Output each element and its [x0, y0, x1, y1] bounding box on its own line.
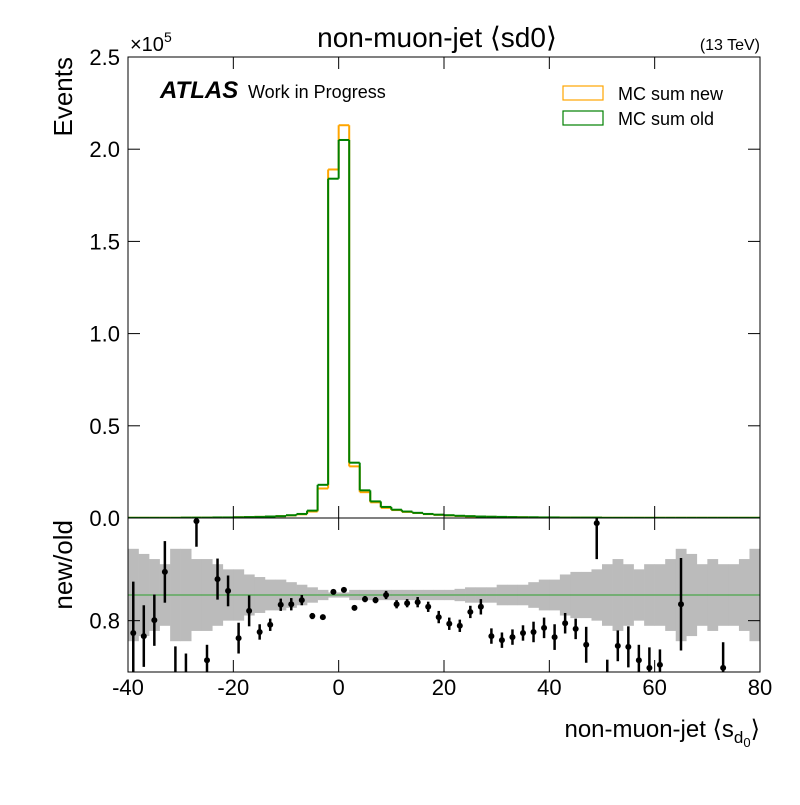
ratio-point — [267, 621, 274, 628]
ratio-point — [183, 676, 189, 682]
ratio-point — [288, 601, 295, 608]
scale-exponent: 5 — [164, 29, 172, 45]
ratio-point — [562, 620, 569, 627]
ratio-point — [456, 622, 463, 629]
ratio-point — [214, 576, 221, 583]
ratio-point — [625, 643, 632, 650]
y-tick-label: 2.0 — [89, 137, 120, 162]
ratio-point — [140, 633, 147, 640]
x-axis-label-subsub: 0 — [743, 735, 750, 750]
x-axis-label-main: non-muon-jet ⟨s — [564, 716, 733, 743]
ratio-point — [372, 597, 379, 604]
ratio-point — [477, 603, 484, 610]
legend-swatch — [562, 110, 604, 126]
y-tick-label: 0.0 — [89, 506, 120, 531]
ratio-point — [551, 634, 558, 641]
y-axis-label: Events — [48, 57, 78, 137]
ratio-point — [593, 520, 600, 527]
ratio-point — [225, 587, 232, 594]
y-tick-label: 1.5 — [89, 229, 120, 254]
ratio-point — [509, 634, 516, 641]
x-axis-label-end: ⟩ — [751, 716, 760, 743]
ratio-point — [277, 601, 284, 608]
x-axis-label-sub: d — [734, 728, 743, 747]
ratio-point — [404, 600, 411, 607]
ratio-point — [572, 625, 579, 632]
x-axis-label: non-muon-jet ⟨sd0⟩ — [564, 716, 760, 750]
energy-label: (13 TeV) — [700, 37, 760, 54]
ratio-frame — [127, 517, 761, 673]
x-tick-label: 20 — [432, 675, 456, 700]
ratio-point — [583, 641, 590, 648]
ratio-point — [235, 635, 242, 642]
ratio-y-axis-label: new/old — [48, 520, 78, 610]
ratio-point — [151, 617, 158, 624]
ratio-point — [656, 661, 663, 668]
ratio-plot — [128, 518, 760, 696]
scale-prefix: ×10 — [130, 34, 164, 56]
ratio-point — [530, 628, 537, 635]
y-tick-label: 0.5 — [89, 414, 120, 439]
x-tick-label: -40 — [112, 675, 144, 700]
ratio-point — [309, 613, 316, 620]
ratio-point — [383, 592, 390, 598]
x-tick-label: -20 — [217, 675, 249, 700]
ratio-point — [330, 588, 337, 595]
ratio-point — [467, 608, 474, 615]
ratio-point — [520, 629, 526, 636]
y-tick-label: 0.8 — [89, 609, 120, 634]
ratio-point — [635, 657, 642, 664]
ratio-point — [614, 642, 621, 649]
ratio-point — [351, 604, 358, 611]
ratio-point — [646, 664, 653, 671]
ratio-point — [319, 614, 326, 621]
y-tick-label: 1.0 — [89, 322, 120, 347]
ratio-point — [246, 607, 253, 614]
ratio-point — [193, 518, 200, 525]
x-tick-label: 0 — [333, 675, 345, 700]
ratio-point — [541, 624, 548, 631]
ratio-point — [435, 614, 442, 621]
ratio-point — [446, 620, 453, 627]
main-plot — [128, 124, 760, 518]
ratio-point — [393, 601, 400, 608]
ratio-point — [414, 599, 421, 606]
ratio-point — [488, 633, 495, 640]
x-tick-label: 60 — [642, 675, 666, 700]
chart-title: non-muon-jet ⟨sd0⟩ — [317, 22, 557, 53]
status-label: Work in Progress — [248, 82, 386, 102]
ratio-point — [362, 596, 368, 603]
scale-label: ×105 — [130, 29, 172, 56]
x-tick-label: 80 — [748, 675, 772, 700]
ratio-point — [130, 629, 137, 636]
legend-label: MC sum old — [618, 109, 714, 129]
ratio-point — [720, 664, 727, 671]
ratio-point — [604, 677, 610, 683]
ratio-point — [256, 628, 263, 635]
ratio-point — [425, 603, 432, 610]
legend-swatch — [562, 85, 604, 101]
x-tick-label: 40 — [537, 675, 561, 700]
y-tick-label: 2.5 — [89, 45, 120, 70]
ratio-point — [298, 597, 305, 604]
ratio-point — [161, 568, 168, 575]
ratio-point — [498, 637, 505, 644]
axes: 0.0 0.5 1.0 1.5 2.0 2.5 MC sum new MC sum old 0.… — [89, 45, 772, 700]
ratio-point — [340, 586, 347, 593]
ratio-point — [678, 601, 684, 608]
experiment-label: ATLAS — [159, 77, 238, 104]
ratio-point — [204, 657, 210, 664]
legend-label: MC sum new — [618, 84, 724, 104]
ratio-point — [172, 690, 178, 696]
